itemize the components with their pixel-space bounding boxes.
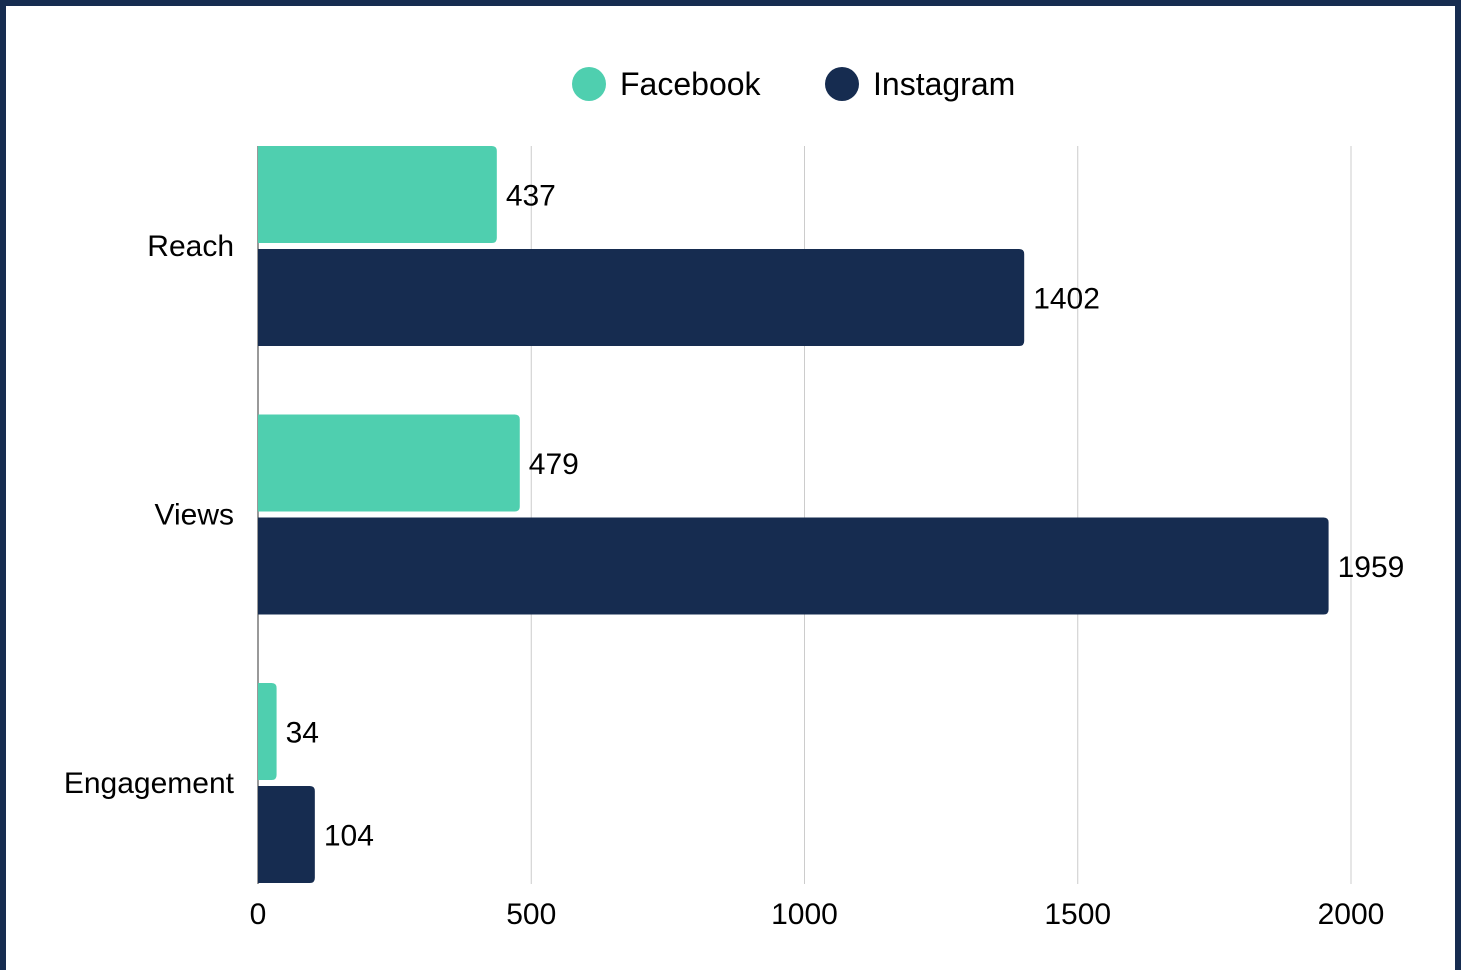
legend-label-instagram: Instagram — [873, 66, 1015, 102]
data-label: 104 — [324, 820, 374, 853]
bar-facebook-reach — [258, 146, 497, 243]
legend-label-facebook: Facebook — [620, 66, 762, 102]
x-tick-label: 0 — [250, 898, 267, 931]
data-label: 1402 — [1033, 283, 1100, 316]
bar-instagram-reach — [258, 249, 1025, 346]
x-tick-label: 1500 — [1044, 898, 1111, 931]
data-label: 437 — [506, 180, 556, 213]
legend-swatch-facebook — [572, 67, 606, 101]
category-label: Views — [155, 499, 234, 532]
bar-facebook-engagement — [258, 683, 277, 780]
category-label: Engagement — [64, 767, 235, 800]
x-tick-label: 1000 — [771, 898, 838, 931]
data-label: 479 — [529, 448, 579, 481]
bar-instagram-engagement — [258, 786, 315, 883]
bar-facebook-views — [258, 414, 520, 512]
chart-svg: 0 500 1000 1500 2000 437 1402 Reach 479 1959 Views… — [64, 66, 1405, 931]
x-tick-label: 500 — [506, 898, 556, 931]
category-label: Reach — [147, 230, 234, 263]
legend-swatch-instagram — [825, 67, 859, 101]
bar-instagram-views — [258, 517, 1329, 615]
x-tick-label: 2000 — [1318, 898, 1385, 931]
data-label: 34 — [286, 717, 319, 750]
chart-frame: 0 500 1000 1500 2000 437 1402 Reach 479 1959 Views… — [6, 6, 1455, 970]
data-label: 1959 — [1338, 551, 1405, 584]
